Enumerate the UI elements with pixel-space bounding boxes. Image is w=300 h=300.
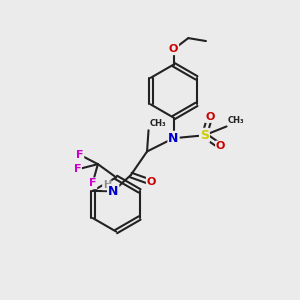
Text: N: N [108, 185, 119, 198]
Text: CH₃: CH₃ [228, 116, 245, 125]
Text: O: O [216, 142, 225, 152]
Text: O: O [205, 112, 214, 122]
Text: F: F [74, 164, 81, 174]
Text: H: H [103, 180, 111, 190]
Text: F: F [76, 150, 83, 160]
Text: O: O [147, 177, 156, 188]
Text: CH₃: CH₃ [150, 119, 166, 128]
Text: O: O [169, 44, 178, 54]
Text: N: N [168, 132, 179, 145]
Text: F: F [89, 178, 96, 188]
Text: S: S [200, 129, 209, 142]
